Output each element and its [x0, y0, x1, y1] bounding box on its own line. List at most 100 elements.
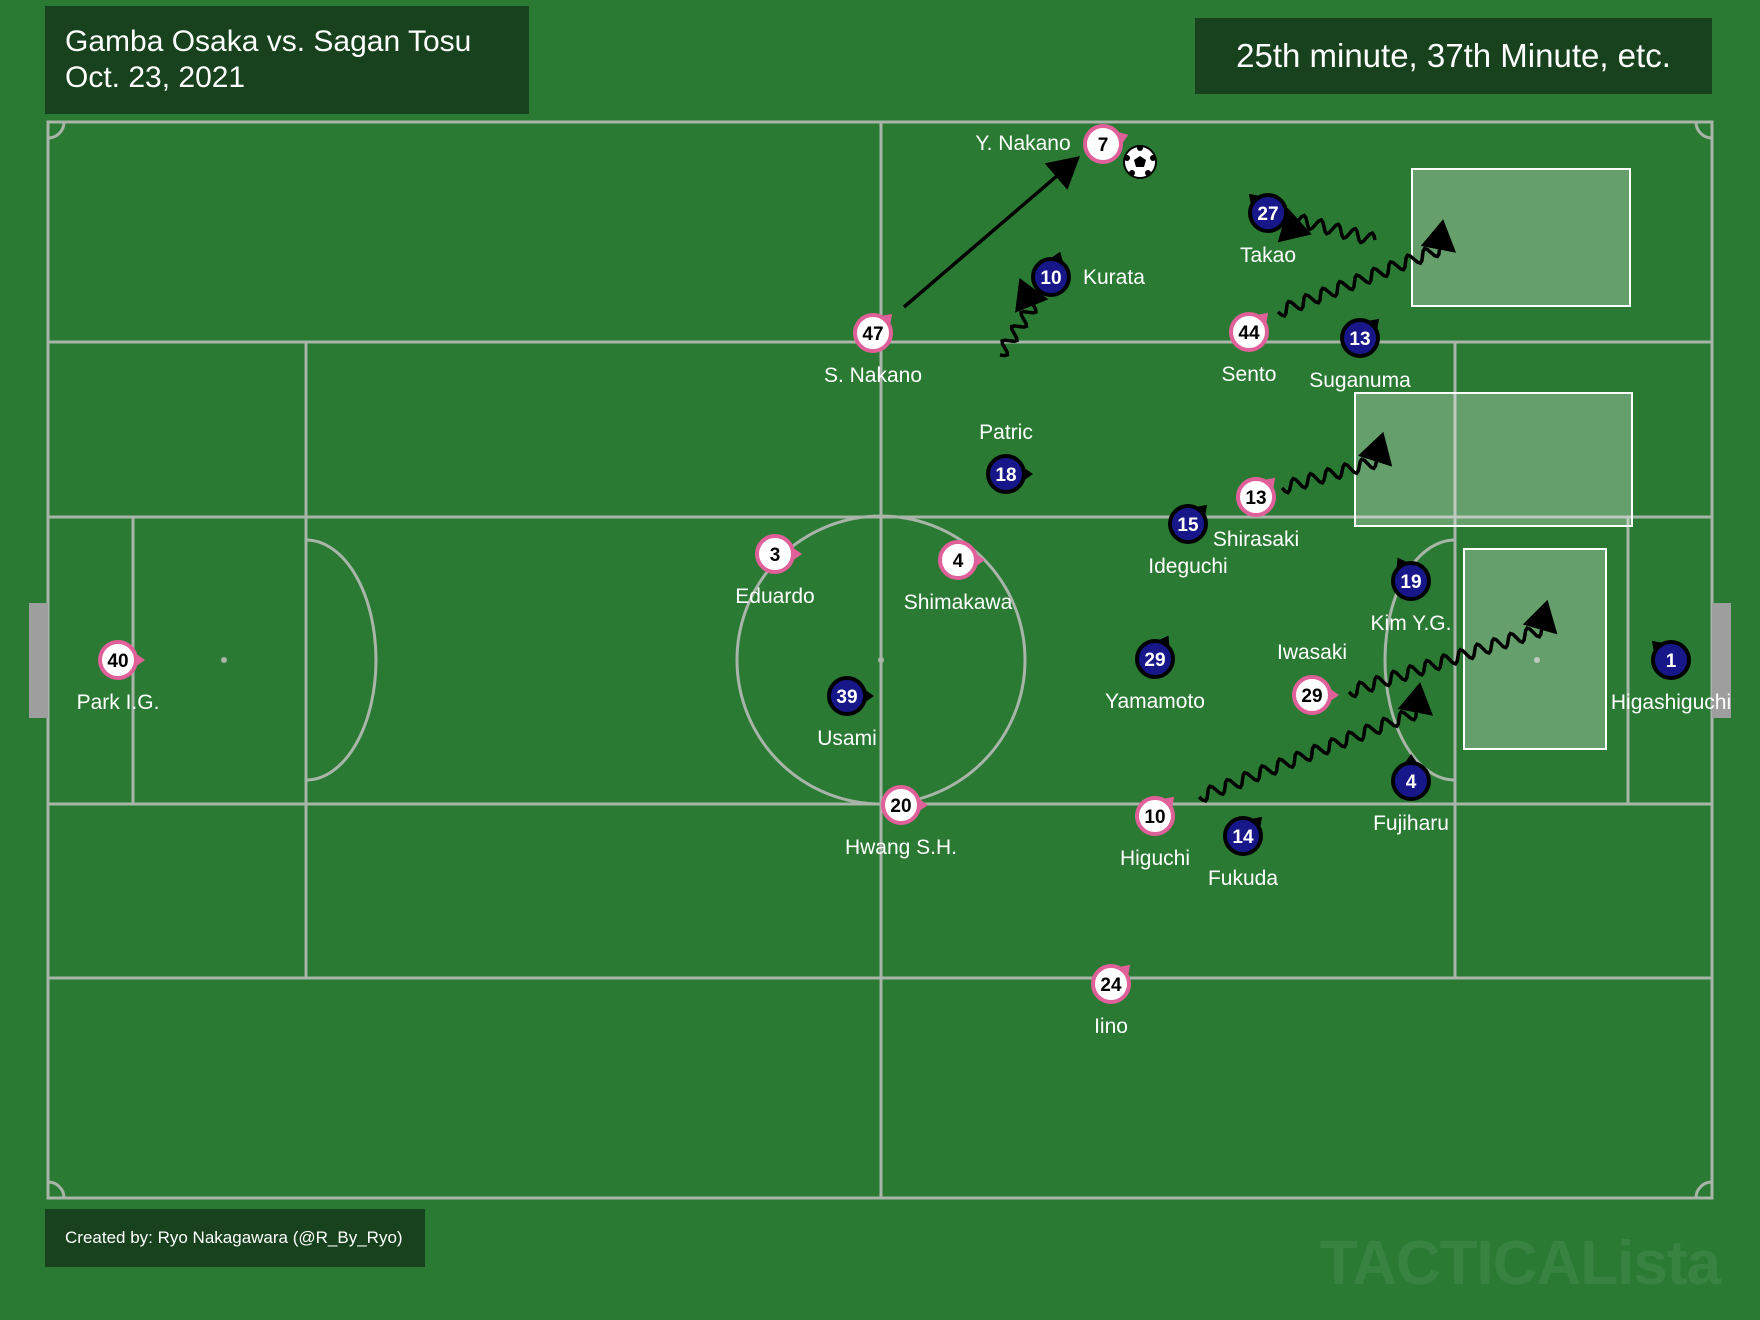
away-player-takao: 27 Takao — [1240, 193, 1296, 267]
credit-text: Created by: Ryo Nakagawara (@R_By_Ryo) — [65, 1228, 403, 1247]
player-marker — [827, 676, 867, 716]
player-name: Higuchi — [1120, 847, 1190, 870]
corner-arc-bl — [47, 1180, 66, 1199]
highlight-zone-box — [1463, 548, 1607, 750]
player-marker — [1135, 639, 1175, 679]
left-penalty-spot — [221, 657, 227, 663]
player-number: 7 — [1098, 135, 1109, 156]
player-name: Fukuda — [1208, 867, 1278, 890]
minute-label: 25th minute, 37th Minute, etc. — [1236, 37, 1671, 74]
center-circle — [735, 514, 1027, 806]
player-marker — [1292, 675, 1332, 715]
right-goal — [1712, 603, 1731, 718]
highlight-zone-top — [1411, 168, 1631, 307]
away-player-ideguchi: 15 Ideguchi — [1148, 504, 1228, 578]
player-number: 10 — [1144, 807, 1165, 828]
home-player-s-nakano: 47 S. Nakano — [824, 313, 922, 387]
player-marker — [986, 454, 1026, 494]
home-player-iwasaki: 29 Iwasaki — [1277, 641, 1347, 715]
player-marker — [98, 640, 138, 680]
player-marker — [1091, 964, 1131, 1004]
match-title: Gamba Osaka vs. Sagan Tosu — [65, 25, 472, 58]
player-marker — [1391, 761, 1431, 801]
player-number: 13 — [1349, 329, 1370, 350]
player-name: Higashiguchi — [1611, 691, 1731, 714]
home-player-iino: 24 Iino — [1091, 964, 1131, 1038]
home-player-shirasaki: 13 Shirasaki — [1213, 477, 1299, 551]
player-marker — [938, 540, 978, 580]
player-marker — [1651, 640, 1691, 680]
away-player-fukuda: 14 Fukuda — [1208, 816, 1278, 890]
player-number: 10 — [1040, 268, 1061, 289]
corner-arc-tr — [1694, 121, 1713, 140]
player-name: Hwang S.H. — [845, 836, 957, 859]
corner-arc-br — [1694, 1180, 1713, 1199]
player-name: Iino — [1094, 1015, 1128, 1038]
player-name: Ideguchi — [1148, 555, 1227, 578]
home-player-eduardo: 3 Eduardo — [735, 534, 815, 608]
credit-panel: Created by: Ryo Nakagawara (@R_By_Ryo) — [45, 1209, 425, 1267]
away-player-suganuma: 13 Suganuma — [1309, 318, 1411, 392]
player-number: 15 — [1177, 515, 1199, 536]
run-arrow-takao — [1277, 207, 1377, 245]
run-arrow-higuchi — [1197, 682, 1434, 803]
player-marker — [1083, 124, 1123, 164]
player-marker — [1391, 561, 1431, 601]
run-arrow-iwasaki — [1347, 599, 1558, 699]
player-number: 44 — [1238, 323, 1260, 344]
player-number: 18 — [995, 465, 1016, 486]
player-name: Sento — [1222, 363, 1277, 386]
player-name: Yamamoto — [1105, 690, 1205, 713]
away-player-kim-y-g: 19 Kim Y.G. — [1371, 557, 1451, 635]
player-name: Suganuma — [1309, 369, 1411, 392]
center-spot — [878, 657, 884, 663]
player-name: S. Nakano — [824, 364, 922, 387]
player-marker — [1236, 477, 1276, 517]
player-number: 1 — [1666, 651, 1677, 672]
home-player-hwang-s-h: 20 Hwang S.H. — [845, 785, 957, 859]
player-marker — [1031, 257, 1071, 297]
player-number: 47 — [862, 324, 883, 345]
player-number: 20 — [890, 796, 911, 817]
minute-panel: 25th minute, 37th Minute, etc. — [1195, 18, 1712, 94]
left-goal — [29, 603, 48, 718]
away-player-higashiguchi: 1 Higashiguchi — [1611, 640, 1731, 714]
highlight-zone-middle — [1354, 392, 1633, 527]
player-number: 19 — [1400, 572, 1421, 593]
player-marker — [1229, 312, 1269, 352]
away-player-usami: 39 Usami — [817, 676, 877, 750]
player-name: Shirasaki — [1213, 528, 1299, 551]
player-name: Fujiharu — [1373, 812, 1449, 835]
match-date: Oct. 23, 2021 — [65, 61, 246, 94]
home-player-park-i-g: 40 Park I.G. — [77, 640, 159, 714]
player-number: 29 — [1301, 686, 1322, 707]
player-name: Kurata — [1083, 266, 1145, 289]
watermark: TACTICALista — [1319, 1229, 1721, 1298]
player-number: 4 — [1406, 772, 1417, 793]
player-marker — [853, 313, 893, 353]
away-player-fujiharu: 4 Fujiharu — [1373, 754, 1449, 835]
home-player-shimakawa: 4 Shimakawa — [904, 540, 1013, 614]
player-number: 29 — [1144, 650, 1165, 671]
player-number: 3 — [770, 545, 781, 566]
player-name: Usami — [817, 727, 877, 750]
away-player-patric: 18 Patric — [979, 421, 1033, 494]
left-penalty-arc — [305, 538, 378, 782]
highlight-zones — [1354, 168, 1633, 750]
player-name: Takao — [1240, 244, 1296, 267]
home-player-sento: 44 Sento — [1222, 312, 1277, 386]
player-number: 39 — [836, 687, 857, 708]
home-player-higuchi: 10 Higuchi — [1120, 796, 1190, 870]
player-number: 24 — [1100, 975, 1122, 996]
away-player-yamamoto: 29 Yamamoto — [1105, 635, 1205, 713]
player-number: 13 — [1245, 488, 1266, 509]
home-player-y-nakano: 7 Y. Nakano — [975, 124, 1129, 164]
match-title-panel: Gamba Osaka vs. Sagan Tosu Oct. 23, 2021 — [45, 6, 529, 114]
player-name: Patric — [979, 421, 1033, 444]
player-marker — [1340, 318, 1380, 358]
player-marker — [1168, 504, 1208, 544]
player-name: Eduardo — [735, 585, 814, 608]
movement-arrows — [902, 156, 1558, 803]
